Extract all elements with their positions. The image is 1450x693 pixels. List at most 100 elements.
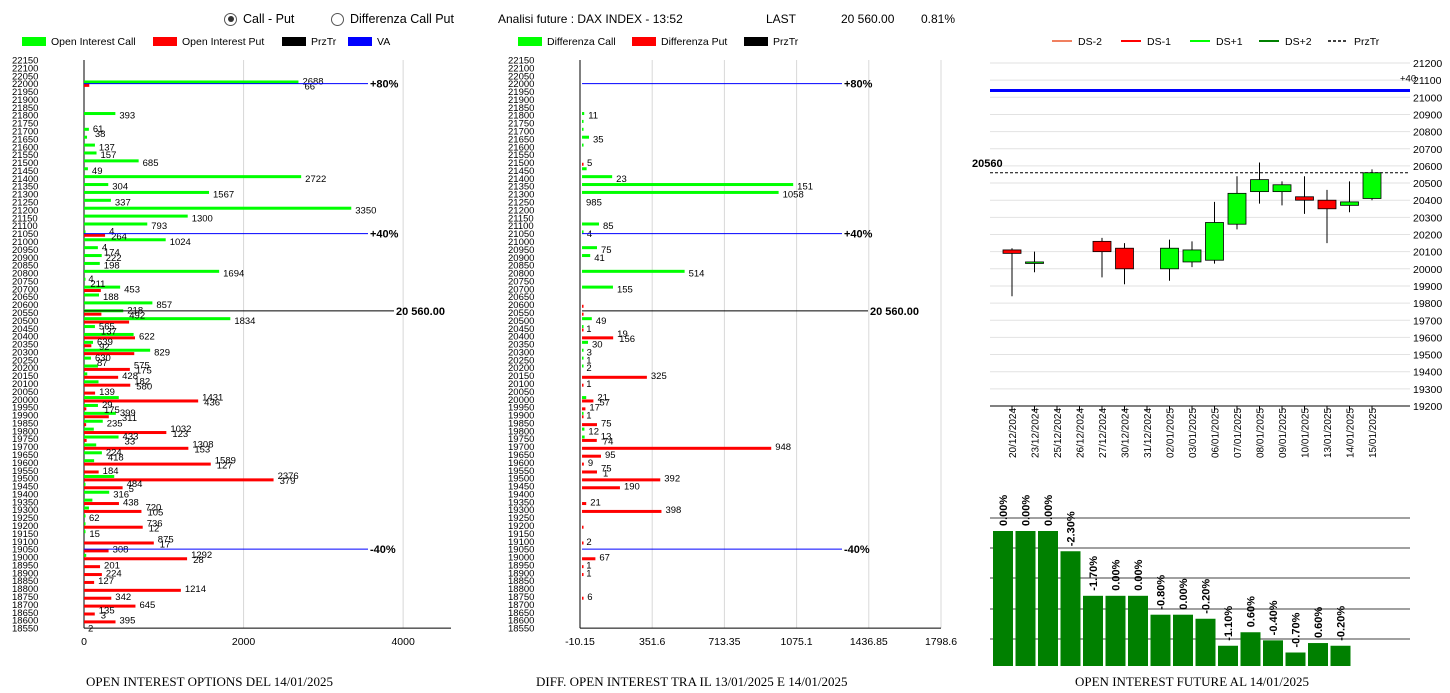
oi-diff-y-tick: 19800 (508, 426, 534, 437)
candle-x-tick: 03/01/2025 (1188, 408, 1199, 458)
oi-options-call-bar (84, 214, 188, 218)
oi-diff-put-bar (582, 383, 584, 387)
oi-options-reference-label: 20 560.00 (396, 306, 445, 318)
oi-options-call-bar (84, 514, 86, 518)
oi-diff-x-tick: 1798.6 (925, 636, 957, 648)
oi-diff-value-label: 2 (586, 537, 591, 548)
oi-diff-y-tick: 18750 (508, 592, 534, 603)
oi-diff-y-tick: 18550 (508, 624, 534, 635)
oi-options-call-bar (84, 411, 116, 415)
oi-diff-legend-2-label: PrzTr (773, 36, 799, 48)
oi-options-put-bar (84, 312, 102, 316)
oi-options-put-bar (84, 352, 135, 356)
oi-options-value-label: 175 (136, 366, 152, 377)
oi-options-value-label: 157 (101, 150, 117, 161)
oi-options-call-bar (84, 206, 352, 210)
oi-options-y-tick: 19350 (12, 497, 38, 508)
oi-diff-value-label: 30 (592, 340, 603, 351)
oi-options-put-bar (84, 336, 135, 340)
oi-options-call-bar (84, 127, 89, 131)
oi-options-y-tick: 19300 (12, 505, 38, 516)
oi-options-y-tick: 20000 (12, 395, 38, 406)
oi-options-value-label: 399 (120, 408, 136, 419)
oi-options-put-bar (84, 407, 87, 411)
oi-options-y-tick: 21100 (12, 221, 38, 232)
radio-differenza-call-put[interactable]: Differenza Call Put (331, 12, 454, 26)
oi-diff-y-tick: 20550 (508, 308, 534, 319)
candle-body (1160, 247, 1179, 270)
oi-diff-y-tick: 18600 (508, 616, 534, 627)
oi-diff-value-label: 5 (587, 158, 592, 169)
oi-diff-y-tick: 18850 (508, 576, 534, 587)
oi-options-value-label: 484 (127, 479, 143, 490)
oi-diff-value-label: 1 (586, 355, 591, 366)
oi-options-y-tick: 20100 (12, 379, 38, 390)
oi-future-bar (1173, 614, 1193, 666)
oi-future-bar (1128, 595, 1148, 666)
oi-diff-y-tick: 21750 (508, 119, 534, 130)
oi-diff-put-bar (582, 565, 584, 569)
candle-y-tick: 19900 (1413, 281, 1442, 293)
candle-y-tick: 21100 (1413, 75, 1442, 87)
oi-diff-y-tick: 19950 (508, 403, 534, 414)
oi-options-put-bar (84, 383, 131, 387)
oi-diff-value-label: 1 (586, 560, 591, 571)
oi-options-y-tick: 21900 (12, 95, 38, 106)
oi-options-call-bar (84, 482, 86, 486)
oi-options-call-bar (84, 183, 109, 187)
oi-diff-call-bar (582, 222, 599, 226)
candle-y-tick: 20200 (1413, 230, 1442, 242)
oi-diff-y-tick: 21650 (508, 134, 534, 145)
oi-diff-y-tick: 20250 (508, 355, 534, 366)
oi-future-bar-label: 0.60% (1313, 607, 1325, 638)
oi-options-call-bar (84, 403, 98, 407)
oi-options-y-tick: 20600 (12, 300, 38, 311)
candle-legend-0-label: DS-2 (1078, 36, 1102, 48)
oi-options-put-bar (84, 580, 95, 584)
oi-options-x-tick: 4000 (391, 636, 415, 648)
oi-future-bar (1083, 595, 1103, 666)
oi-options-y-tick: 20200 (12, 363, 38, 374)
oi-options-value-label: 304 (112, 182, 128, 193)
oi-options-y-tick: 20700 (12, 284, 38, 295)
oi-options-y-tick: 20400 (12, 332, 38, 343)
oi-options-legend-2-swatch (282, 37, 306, 46)
oi-diff-y-tick: 19050 (508, 545, 534, 556)
oi-diff-value-label: 392 (664, 474, 680, 485)
candle-body (1227, 192, 1247, 225)
oi-diff-call-bar (582, 411, 584, 415)
oi-options-y-tick: 18700 (12, 600, 38, 611)
oi-options-value-label: 66 (304, 82, 315, 93)
oi-options-value-label: 622 (139, 332, 155, 343)
oi-options-legend-3-swatch (348, 37, 372, 46)
oi-options-value-label: 62 (89, 513, 100, 524)
radio-call-put-label: Call - Put (243, 12, 295, 26)
oi-options-value-label: 308 (113, 545, 129, 556)
oi-options-y-tick: 18650 (12, 608, 38, 619)
oi-diff-reference-label: 20 560.00 (870, 306, 919, 318)
oi-diff-reference-label: +40% (844, 229, 873, 241)
oi-options-y-tick: 19950 (12, 403, 38, 414)
radio-call-put[interactable]: Call - Put (224, 12, 294, 26)
candle-body (1182, 249, 1202, 263)
oi-diff-put-bar (582, 470, 597, 474)
oi-options-value-label: 630 (95, 353, 111, 364)
oi-options-y-tick: 22100 (12, 63, 38, 74)
oi-options-y-tick: 19750 (12, 434, 38, 445)
candle-y-tick: 20400 (1413, 195, 1442, 207)
radio-differenza-label: Differenza Call Put (350, 12, 454, 26)
oi-diff-legend-0-swatch (518, 37, 542, 46)
oi-options-call-bar (84, 135, 88, 139)
oi-options-value-label: 316 (113, 489, 129, 500)
oi-options-value-label: 61 (93, 124, 104, 135)
oi-diff-call-bar (582, 167, 587, 171)
oi-options-y-tick: 20050 (12, 387, 38, 398)
oi-options-value-label: 137 (101, 326, 117, 337)
oi-diff-call-bar (582, 183, 794, 187)
oi-options-y-tick: 18950 (12, 560, 38, 571)
oi-diff-value-label: 1 (586, 324, 591, 335)
candle-x-tick: 07/01/2025 (1233, 408, 1244, 458)
oi-options-value-label: 4 (88, 274, 93, 285)
oi-diff-call-bar (582, 364, 584, 368)
oi-options-value-label: 436 (204, 397, 220, 408)
